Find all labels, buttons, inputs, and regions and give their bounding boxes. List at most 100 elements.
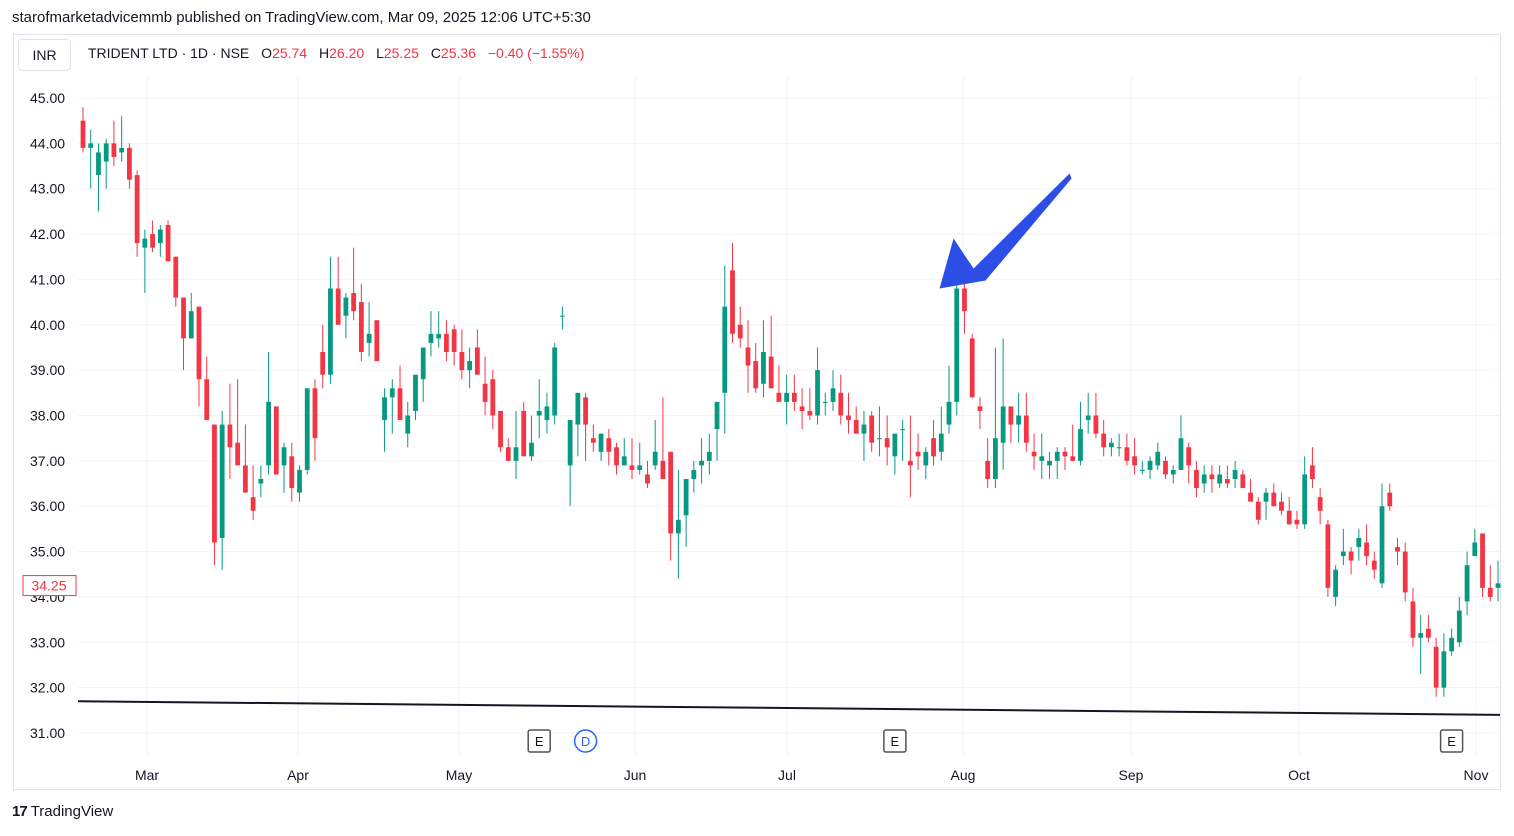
candle xyxy=(714,401,720,461)
price-tick-label: 35.00 xyxy=(30,544,65,560)
candle xyxy=(791,374,797,411)
candle-body xyxy=(1456,610,1462,643)
candle-body xyxy=(436,333,442,339)
candle xyxy=(482,356,488,416)
candle-body xyxy=(297,469,302,493)
price-tick-label: 31.00 xyxy=(30,725,65,741)
candle xyxy=(382,388,387,452)
candle-body xyxy=(1023,415,1029,443)
candle xyxy=(985,438,991,489)
candle xyxy=(397,365,403,421)
candle xyxy=(807,388,813,421)
candle xyxy=(212,424,217,566)
candle xyxy=(1348,547,1354,575)
candle xyxy=(815,347,820,425)
candle xyxy=(1310,447,1315,489)
candle xyxy=(1163,456,1168,479)
candle-body xyxy=(1348,551,1354,561)
candle xyxy=(583,392,588,461)
candle-body xyxy=(1464,565,1470,602)
candle xyxy=(884,415,890,466)
candle xyxy=(1286,497,1292,525)
candle-body xyxy=(606,438,612,452)
candle xyxy=(745,320,751,393)
candle-body xyxy=(157,229,163,244)
candle-body xyxy=(1333,569,1339,597)
candle-body xyxy=(304,388,310,470)
candle xyxy=(552,342,558,425)
candle xyxy=(165,220,171,262)
candle xyxy=(1356,528,1362,561)
candle-body xyxy=(652,451,658,466)
time-tick-label: May xyxy=(446,767,472,783)
candle xyxy=(96,143,101,212)
candle-body xyxy=(1163,460,1168,475)
candle xyxy=(598,433,604,461)
candle xyxy=(150,220,155,253)
candle xyxy=(119,116,125,162)
candle-body xyxy=(397,388,403,421)
chart-frame xyxy=(13,34,1501,790)
candle xyxy=(358,283,364,362)
candle-body xyxy=(853,420,859,434)
candle-body xyxy=(1325,524,1331,588)
candle xyxy=(181,297,186,371)
candle xyxy=(242,424,248,493)
candle-body xyxy=(1248,492,1253,502)
candle-body xyxy=(737,324,743,339)
candle-body xyxy=(683,479,689,516)
candle xyxy=(977,397,983,430)
dividend-marker-circle xyxy=(573,729,598,753)
candle xyxy=(776,365,782,402)
published-line: starofmarketadvicemmb published on Tradi… xyxy=(12,9,591,26)
candle xyxy=(273,406,279,475)
candle xyxy=(699,438,704,484)
candle-body xyxy=(1093,415,1099,434)
candle xyxy=(235,379,241,466)
candle-body xyxy=(219,424,225,538)
candle-body xyxy=(1410,601,1416,638)
candle-body xyxy=(413,374,418,411)
candle xyxy=(1340,528,1346,566)
currency-button[interactable]: INR xyxy=(18,39,71,71)
price-tag-box xyxy=(22,575,77,597)
candle-body xyxy=(1317,497,1323,511)
candle-body xyxy=(1170,469,1176,475)
candle xyxy=(614,442,619,475)
candle-body xyxy=(807,410,813,416)
candle xyxy=(1062,447,1068,470)
candle-body xyxy=(459,352,465,371)
candle-body xyxy=(1487,587,1493,597)
symbol-title[interactable]: TRIDENT LTD · 1D · NSE xyxy=(88,45,250,61)
candle xyxy=(861,410,867,461)
candle xyxy=(1054,447,1060,479)
candle-body xyxy=(1271,492,1277,507)
candle-body xyxy=(242,465,248,493)
candle xyxy=(513,410,519,479)
candle-body xyxy=(1155,451,1161,466)
candle xyxy=(1209,465,1215,493)
candle-body xyxy=(668,451,674,534)
candle-body xyxy=(621,456,627,466)
candle xyxy=(784,374,790,425)
candle-body xyxy=(1224,479,1230,484)
tradingview-brand[interactable]: 17 TradingView xyxy=(12,803,113,820)
candle xyxy=(1155,442,1161,470)
candle-body xyxy=(962,288,967,312)
candle-body xyxy=(1395,547,1400,552)
candle-body xyxy=(838,392,844,416)
candle xyxy=(645,460,650,489)
candle xyxy=(1387,483,1393,511)
candle-body xyxy=(877,438,882,440)
candle-body xyxy=(1232,469,1238,479)
tradingview-logo-icon: 17 xyxy=(12,803,28,820)
candle-body xyxy=(1209,474,1215,479)
candle xyxy=(1147,456,1153,479)
candle-body xyxy=(273,406,279,475)
candle-body xyxy=(1201,474,1207,484)
candle xyxy=(892,433,898,475)
candle xyxy=(1224,465,1230,489)
candle-body xyxy=(1016,415,1021,425)
candle-body xyxy=(451,329,457,352)
